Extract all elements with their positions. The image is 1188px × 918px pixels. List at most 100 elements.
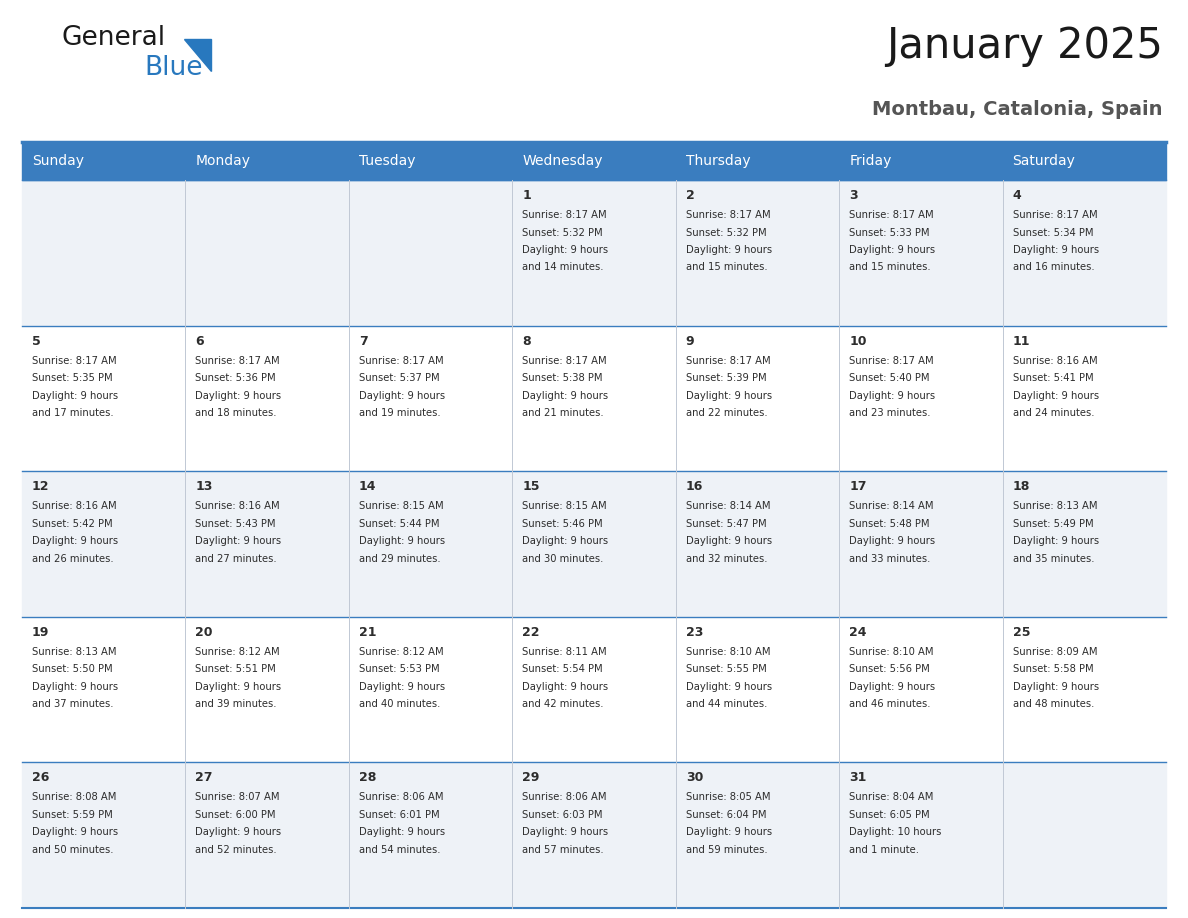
Text: Sunset: 5:48 PM: Sunset: 5:48 PM xyxy=(849,519,930,529)
Text: and 59 minutes.: and 59 minutes. xyxy=(685,845,767,855)
Text: Thursday: Thursday xyxy=(685,154,751,168)
Text: Sunset: 5:59 PM: Sunset: 5:59 PM xyxy=(32,810,113,820)
Text: 4: 4 xyxy=(1012,189,1022,202)
Text: and 1 minute.: and 1 minute. xyxy=(849,845,920,855)
Text: Daylight: 9 hours: Daylight: 9 hours xyxy=(196,827,282,837)
Text: Sunrise: 8:17 AM: Sunrise: 8:17 AM xyxy=(1012,210,1098,220)
Text: Daylight: 9 hours: Daylight: 9 hours xyxy=(1012,390,1099,400)
Text: Sunset: 6:05 PM: Sunset: 6:05 PM xyxy=(849,810,930,820)
Text: Sunset: 5:36 PM: Sunset: 5:36 PM xyxy=(196,373,276,383)
Text: Daylight: 9 hours: Daylight: 9 hours xyxy=(849,245,935,255)
Text: Daylight: 9 hours: Daylight: 9 hours xyxy=(849,682,935,692)
Text: and 32 minutes.: and 32 minutes. xyxy=(685,554,767,564)
Text: Sunset: 5:55 PM: Sunset: 5:55 PM xyxy=(685,665,766,675)
Text: General: General xyxy=(62,25,166,51)
Text: and 40 minutes.: and 40 minutes. xyxy=(359,700,441,710)
Text: Sunset: 5:51 PM: Sunset: 5:51 PM xyxy=(196,665,276,675)
Text: Daylight: 9 hours: Daylight: 9 hours xyxy=(685,682,772,692)
Text: Sunset: 5:32 PM: Sunset: 5:32 PM xyxy=(685,228,766,238)
Text: 25: 25 xyxy=(1012,626,1030,639)
Text: 10: 10 xyxy=(849,334,866,348)
Text: Sunset: 5:32 PM: Sunset: 5:32 PM xyxy=(523,228,604,238)
Text: and 39 minutes.: and 39 minutes. xyxy=(196,700,277,710)
Text: Sunrise: 8:17 AM: Sunrise: 8:17 AM xyxy=(849,210,934,220)
Text: and 26 minutes.: and 26 minutes. xyxy=(32,554,114,564)
Text: Daylight: 9 hours: Daylight: 9 hours xyxy=(523,827,608,837)
Text: and 19 minutes.: and 19 minutes. xyxy=(359,409,441,418)
Text: Sunset: 5:47 PM: Sunset: 5:47 PM xyxy=(685,519,766,529)
Text: Sunset: 6:00 PM: Sunset: 6:00 PM xyxy=(196,810,276,820)
Text: Sunrise: 8:17 AM: Sunrise: 8:17 AM xyxy=(523,210,607,220)
Text: Daylight: 9 hours: Daylight: 9 hours xyxy=(523,536,608,546)
Text: and 22 minutes.: and 22 minutes. xyxy=(685,409,767,418)
Bar xyxy=(23,180,1165,326)
Text: Daylight: 9 hours: Daylight: 9 hours xyxy=(523,245,608,255)
Text: Sunrise: 8:11 AM: Sunrise: 8:11 AM xyxy=(523,647,607,656)
Text: Sunset: 5:49 PM: Sunset: 5:49 PM xyxy=(1012,519,1093,529)
Text: and 23 minutes.: and 23 minutes. xyxy=(849,409,930,418)
Text: and 14 minutes.: and 14 minutes. xyxy=(523,263,604,273)
Text: 28: 28 xyxy=(359,771,377,784)
Text: 15: 15 xyxy=(523,480,539,493)
Text: 12: 12 xyxy=(32,480,50,493)
Text: 11: 11 xyxy=(1012,334,1030,348)
Text: Daylight: 9 hours: Daylight: 9 hours xyxy=(32,682,118,692)
Text: 22: 22 xyxy=(523,626,539,639)
Text: Sunrise: 8:16 AM: Sunrise: 8:16 AM xyxy=(32,501,116,511)
Text: Sunset: 5:53 PM: Sunset: 5:53 PM xyxy=(359,665,440,675)
Text: 19: 19 xyxy=(32,626,50,639)
Text: and 35 minutes.: and 35 minutes. xyxy=(1012,554,1094,564)
Text: 17: 17 xyxy=(849,480,866,493)
Text: Sunrise: 8:17 AM: Sunrise: 8:17 AM xyxy=(685,210,770,220)
Text: Daylight: 9 hours: Daylight: 9 hours xyxy=(849,390,935,400)
Text: Daylight: 9 hours: Daylight: 9 hours xyxy=(359,682,446,692)
Text: 14: 14 xyxy=(359,480,377,493)
Text: Sunset: 5:43 PM: Sunset: 5:43 PM xyxy=(196,519,276,529)
Text: Daylight: 9 hours: Daylight: 9 hours xyxy=(523,390,608,400)
Text: Sunrise: 8:14 AM: Sunrise: 8:14 AM xyxy=(849,501,934,511)
Text: Sunset: 6:01 PM: Sunset: 6:01 PM xyxy=(359,810,440,820)
Text: Daylight: 9 hours: Daylight: 9 hours xyxy=(1012,536,1099,546)
Text: Daylight: 9 hours: Daylight: 9 hours xyxy=(359,536,446,546)
Text: 18: 18 xyxy=(1012,480,1030,493)
Text: Sunrise: 8:17 AM: Sunrise: 8:17 AM xyxy=(196,355,280,365)
Text: 7: 7 xyxy=(359,334,367,348)
Text: Saturday: Saturday xyxy=(1012,154,1075,168)
Text: Monday: Monday xyxy=(196,154,251,168)
Text: Sunset: 5:40 PM: Sunset: 5:40 PM xyxy=(849,373,930,383)
Text: and 27 minutes.: and 27 minutes. xyxy=(196,554,277,564)
Text: 16: 16 xyxy=(685,480,703,493)
Text: and 44 minutes.: and 44 minutes. xyxy=(685,700,767,710)
Text: and 30 minutes.: and 30 minutes. xyxy=(523,554,604,564)
Text: Sunset: 5:42 PM: Sunset: 5:42 PM xyxy=(32,519,113,529)
Text: Sunrise: 8:17 AM: Sunrise: 8:17 AM xyxy=(685,355,770,365)
Text: Sunday: Sunday xyxy=(32,154,84,168)
Text: 1: 1 xyxy=(523,189,531,202)
Text: Sunset: 5:39 PM: Sunset: 5:39 PM xyxy=(685,373,766,383)
Text: 30: 30 xyxy=(685,771,703,784)
Text: 20: 20 xyxy=(196,626,213,639)
Bar xyxy=(23,617,1165,763)
Text: Sunrise: 8:09 AM: Sunrise: 8:09 AM xyxy=(1012,647,1097,656)
Text: Sunrise: 8:15 AM: Sunrise: 8:15 AM xyxy=(359,501,443,511)
Text: Daylight: 9 hours: Daylight: 9 hours xyxy=(359,390,446,400)
Text: Daylight: 9 hours: Daylight: 9 hours xyxy=(1012,245,1099,255)
Text: Sunset: 5:41 PM: Sunset: 5:41 PM xyxy=(1012,373,1093,383)
Text: 31: 31 xyxy=(849,771,866,784)
Text: and 21 minutes.: and 21 minutes. xyxy=(523,409,604,418)
Text: Sunset: 5:33 PM: Sunset: 5:33 PM xyxy=(849,228,930,238)
Text: Sunrise: 8:06 AM: Sunrise: 8:06 AM xyxy=(523,792,607,802)
Text: 8: 8 xyxy=(523,334,531,348)
Text: Sunrise: 8:12 AM: Sunrise: 8:12 AM xyxy=(196,647,280,656)
Text: January 2025: January 2025 xyxy=(886,25,1163,67)
Bar xyxy=(23,763,1165,908)
Text: Sunset: 5:35 PM: Sunset: 5:35 PM xyxy=(32,373,113,383)
Text: and 52 minutes.: and 52 minutes. xyxy=(196,845,277,855)
Text: 2: 2 xyxy=(685,189,695,202)
Text: Sunrise: 8:07 AM: Sunrise: 8:07 AM xyxy=(196,792,280,802)
Text: Tuesday: Tuesday xyxy=(359,154,416,168)
Text: and 57 minutes.: and 57 minutes. xyxy=(523,845,604,855)
Text: Daylight: 9 hours: Daylight: 9 hours xyxy=(849,536,935,546)
Text: and 50 minutes.: and 50 minutes. xyxy=(32,845,114,855)
Text: and 33 minutes.: and 33 minutes. xyxy=(849,554,930,564)
